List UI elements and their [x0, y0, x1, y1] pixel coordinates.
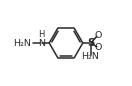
Text: H₂N: H₂N	[82, 52, 99, 61]
Text: O: O	[94, 31, 102, 40]
Text: H: H	[38, 30, 45, 39]
Text: H₂N: H₂N	[13, 39, 31, 47]
Text: O: O	[94, 43, 102, 52]
Text: N: N	[38, 39, 45, 47]
Text: S: S	[87, 38, 95, 48]
